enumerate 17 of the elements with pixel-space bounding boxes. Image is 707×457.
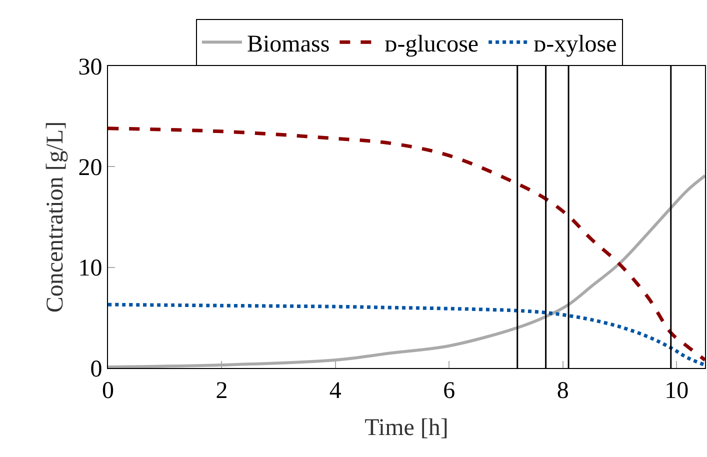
line-series (108, 174, 705, 368)
y-tick-label: 30 (78, 54, 102, 80)
line-series (108, 302, 705, 367)
y-tick-label: 0 (90, 356, 102, 382)
x-axis-title: Time [h] (364, 415, 448, 442)
y-axis-title: Concentration [g/L] (42, 121, 68, 313)
legend-label: ᴅ-glucose (384, 31, 479, 58)
x-tick-label: 10 (664, 378, 689, 404)
legend-label: ᴅ-xylose (534, 31, 617, 58)
x-tick-label: 4 (329, 378, 342, 404)
y-tick-label: 10 (78, 256, 102, 282)
x-tick-label: 6 (443, 378, 456, 404)
y-tick-label: 20 (78, 155, 102, 182)
line-series (108, 126, 705, 362)
legend-label: Biomass (246, 31, 330, 58)
x-tick-label: 8 (556, 378, 569, 404)
x-tick-label: 2 (216, 378, 228, 404)
